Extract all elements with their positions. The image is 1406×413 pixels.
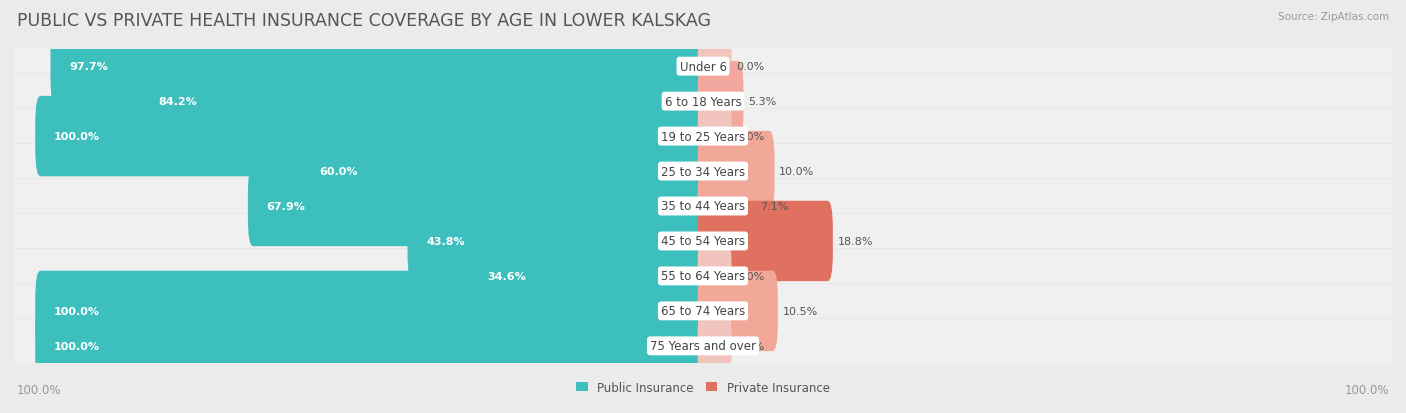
Text: 7.1%: 7.1% xyxy=(761,202,789,211)
Text: 67.9%: 67.9% xyxy=(267,202,305,211)
Text: 65 to 74 Years: 65 to 74 Years xyxy=(661,305,745,318)
FancyBboxPatch shape xyxy=(697,166,755,247)
Text: Under 6: Under 6 xyxy=(679,61,727,74)
Text: 25 to 34 Years: 25 to 34 Years xyxy=(661,165,745,178)
Text: PUBLIC VS PRIVATE HEALTH INSURANCE COVERAGE BY AGE IN LOWER KALSKAG: PUBLIC VS PRIVATE HEALTH INSURANCE COVER… xyxy=(17,12,711,30)
Text: 60.0%: 60.0% xyxy=(319,166,357,177)
FancyBboxPatch shape xyxy=(697,201,832,282)
FancyBboxPatch shape xyxy=(697,306,731,386)
Text: 34.6%: 34.6% xyxy=(486,271,526,281)
Text: 0.0%: 0.0% xyxy=(737,341,765,351)
FancyBboxPatch shape xyxy=(301,131,709,212)
FancyBboxPatch shape xyxy=(408,201,709,282)
FancyBboxPatch shape xyxy=(13,249,1393,304)
FancyBboxPatch shape xyxy=(697,236,731,316)
Text: 5.3%: 5.3% xyxy=(748,97,776,107)
Text: 45 to 54 Years: 45 to 54 Years xyxy=(661,235,745,248)
Text: 75 Years and over: 75 Years and over xyxy=(650,339,756,352)
Text: 43.8%: 43.8% xyxy=(426,236,465,247)
Text: Source: ZipAtlas.com: Source: ZipAtlas.com xyxy=(1278,12,1389,22)
FancyBboxPatch shape xyxy=(697,271,778,351)
Text: 100.0%: 100.0% xyxy=(53,341,100,351)
FancyBboxPatch shape xyxy=(13,318,1393,373)
Text: 10.5%: 10.5% xyxy=(783,306,818,316)
FancyBboxPatch shape xyxy=(13,109,1393,164)
Text: 0.0%: 0.0% xyxy=(737,62,765,72)
Text: 6 to 18 Years: 6 to 18 Years xyxy=(665,95,741,108)
FancyBboxPatch shape xyxy=(697,97,731,177)
Text: 100.0%: 100.0% xyxy=(53,306,100,316)
FancyBboxPatch shape xyxy=(697,27,731,107)
Text: 10.0%: 10.0% xyxy=(779,166,814,177)
Text: 35 to 44 Years: 35 to 44 Years xyxy=(661,200,745,213)
FancyBboxPatch shape xyxy=(35,271,709,351)
FancyBboxPatch shape xyxy=(697,131,775,212)
FancyBboxPatch shape xyxy=(51,27,709,107)
Text: 100.0%: 100.0% xyxy=(53,132,100,142)
FancyBboxPatch shape xyxy=(35,306,709,386)
Text: 55 to 64 Years: 55 to 64 Years xyxy=(661,270,745,283)
Text: 97.7%: 97.7% xyxy=(69,62,108,72)
Text: 19 to 25 Years: 19 to 25 Years xyxy=(661,130,745,143)
Text: 0.0%: 0.0% xyxy=(737,132,765,142)
FancyBboxPatch shape xyxy=(13,179,1393,234)
FancyBboxPatch shape xyxy=(35,97,709,177)
FancyBboxPatch shape xyxy=(247,166,709,247)
FancyBboxPatch shape xyxy=(13,74,1393,129)
FancyBboxPatch shape xyxy=(13,144,1393,199)
FancyBboxPatch shape xyxy=(697,62,744,142)
FancyBboxPatch shape xyxy=(13,214,1393,269)
FancyBboxPatch shape xyxy=(468,236,709,316)
Text: 18.8%: 18.8% xyxy=(838,236,873,247)
Text: 84.2%: 84.2% xyxy=(159,97,197,107)
FancyBboxPatch shape xyxy=(141,62,709,142)
Text: 0.0%: 0.0% xyxy=(737,271,765,281)
Text: 100.0%: 100.0% xyxy=(1344,384,1389,396)
FancyBboxPatch shape xyxy=(13,284,1393,339)
Text: 100.0%: 100.0% xyxy=(17,384,62,396)
FancyBboxPatch shape xyxy=(13,40,1393,95)
Legend: Public Insurance, Private Insurance: Public Insurance, Private Insurance xyxy=(571,376,835,399)
